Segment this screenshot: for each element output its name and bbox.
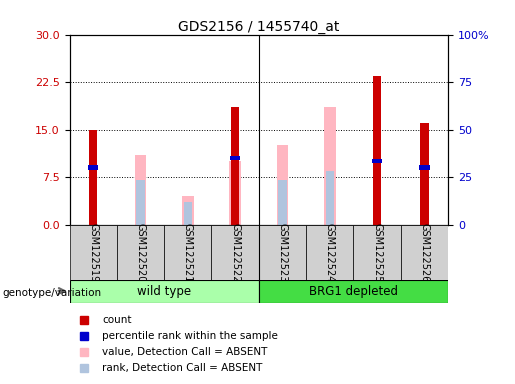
Bar (136, 180, 145, 225)
Bar (182, 196, 194, 225)
Bar (183, 202, 192, 225)
Bar (420, 123, 428, 225)
Text: GSM122523: GSM122523 (278, 223, 287, 282)
Bar (259, 280, 448, 303)
Text: count: count (102, 315, 131, 325)
Text: genotype/variation: genotype/variation (3, 288, 101, 298)
Bar (353, 225, 401, 280)
Bar (212, 225, 259, 280)
Text: GSM122524: GSM122524 (325, 223, 335, 282)
Bar (117, 225, 164, 280)
Bar (419, 166, 430, 170)
Text: GSM122519: GSM122519 (88, 223, 98, 282)
Text: percentile rank within the sample: percentile rank within the sample (102, 331, 278, 341)
Bar (278, 180, 287, 225)
Bar (70, 225, 117, 280)
Bar (229, 161, 241, 225)
Bar (88, 166, 98, 170)
Text: GSM122521: GSM122521 (183, 223, 193, 282)
Text: GSM122522: GSM122522 (230, 223, 240, 282)
Text: rank, Detection Call = ABSENT: rank, Detection Call = ABSENT (102, 364, 262, 374)
Bar (70, 280, 259, 303)
Bar (325, 171, 334, 225)
Bar (134, 155, 146, 225)
Text: wild type: wild type (137, 285, 191, 298)
Bar (230, 156, 241, 161)
Text: GSM122526: GSM122526 (419, 223, 430, 282)
Text: value, Detection Call = ABSENT: value, Detection Call = ABSENT (102, 348, 267, 358)
Title: GDS2156 / 1455740_at: GDS2156 / 1455740_at (178, 20, 339, 33)
Text: GSM122520: GSM122520 (135, 223, 146, 282)
Text: GSM122525: GSM122525 (372, 223, 382, 282)
Bar (259, 225, 306, 280)
Bar (306, 225, 353, 280)
Bar (401, 225, 448, 280)
Bar (373, 76, 381, 225)
Text: BRG1 depleted: BRG1 depleted (309, 285, 398, 298)
Bar (89, 130, 97, 225)
Bar (231, 108, 239, 225)
Bar (277, 146, 288, 225)
Bar (372, 159, 382, 164)
Bar (164, 225, 212, 280)
Bar (324, 108, 336, 225)
